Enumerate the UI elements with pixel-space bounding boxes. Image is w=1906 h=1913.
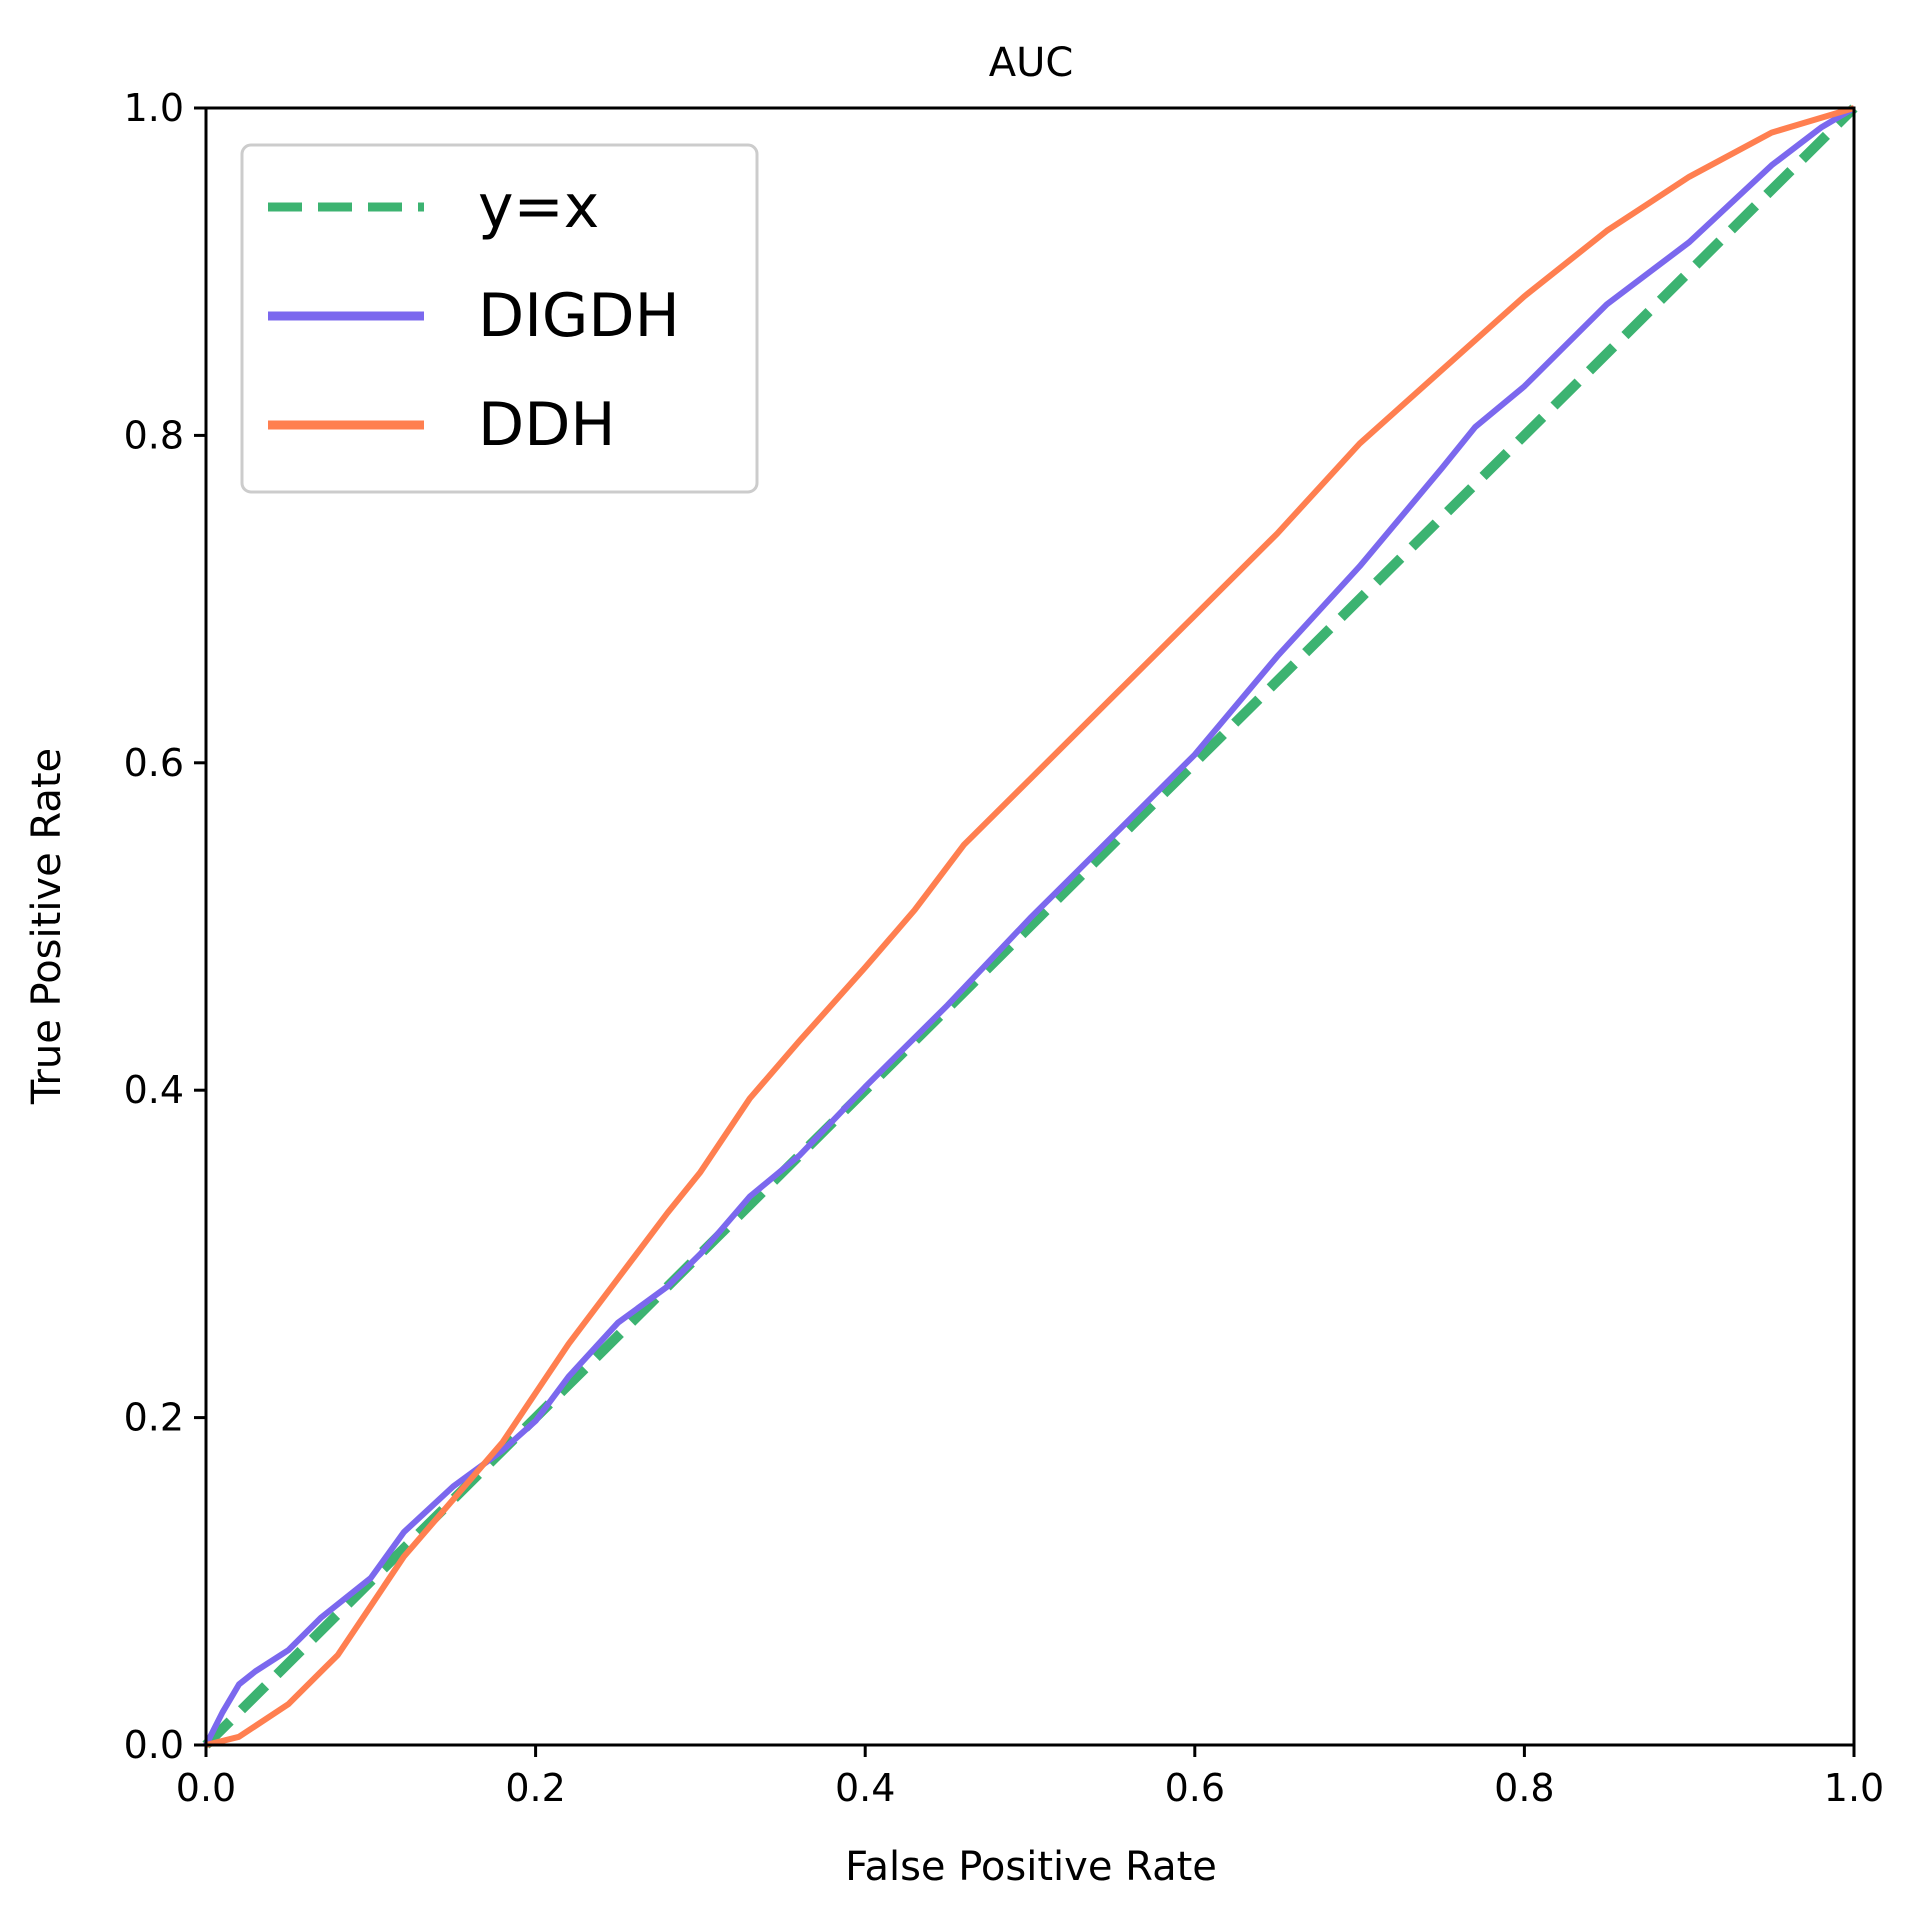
- y-axis-label: True Positive Rate: [24, 748, 70, 1105]
- legend-label-ddh: DDH: [478, 390, 616, 460]
- x-tick-label: 0.0: [176, 1766, 236, 1810]
- y-tick-label: 0.2: [124, 1396, 184, 1440]
- x-tick-label: 0.4: [835, 1766, 895, 1810]
- x-axis-label: False Positive Rate: [845, 1844, 1217, 1890]
- y-tick-label: 0.0: [124, 1723, 184, 1767]
- y-tick-label: 0.4: [124, 1068, 184, 1112]
- x-tick-label: 0.8: [1494, 1766, 1554, 1810]
- roc-chart: AUC 0.0 0.2 0.4 0.6 0.8 1.0 0.0 0.2 0.4 0.6 0.8 1.…: [0, 0, 1906, 1913]
- x-tick-label: 0.6: [1165, 1766, 1225, 1810]
- x-tick-label: 1.0: [1824, 1766, 1884, 1810]
- x-tick-label: 0.2: [505, 1766, 565, 1810]
- chart-title: AUC: [989, 40, 1074, 86]
- y-tick-label: 1.0: [124, 86, 184, 130]
- legend-label-y=x: y=x: [478, 172, 599, 242]
- y-tick-label: 0.6: [124, 741, 184, 785]
- legend-label-digdh: DIGDH: [478, 281, 680, 351]
- legend: y=x DIGDH DDH: [242, 145, 757, 492]
- y-tick-label: 0.8: [124, 413, 184, 457]
